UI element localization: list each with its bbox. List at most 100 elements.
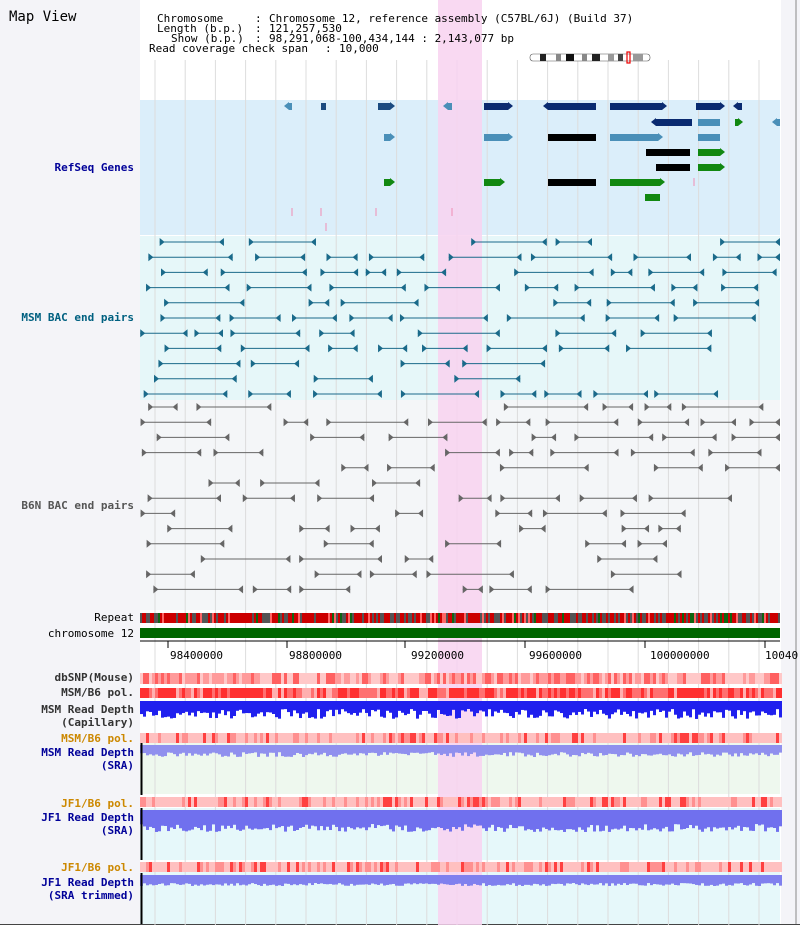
read-depth-bar	[203, 875, 206, 886]
heat-cell	[362, 673, 365, 684]
bac-end-marker	[775, 253, 780, 262]
heat-cell	[257, 733, 260, 743]
read-depth-bar	[425, 810, 428, 831]
track-label-jf1-read-depth-sra[interactable]: JF1 Read Depth	[41, 811, 134, 824]
track-label-b6n-bac-end-pairs[interactable]: B6N BAC end pairs	[21, 499, 134, 512]
track-label-repeat[interactable]: Repeat	[94, 611, 134, 624]
heat-cell	[404, 688, 407, 698]
heat-cell	[701, 797, 704, 807]
heat-cell	[530, 688, 533, 698]
repeat-element	[718, 613, 720, 623]
track-label-refseq-genes[interactable]: RefSeq Genes	[54, 161, 134, 174]
heat-cell	[512, 673, 515, 684]
read-depth-bar	[455, 810, 458, 830]
read-depth-bar	[173, 810, 176, 829]
repeat-element	[616, 613, 618, 623]
repeat-element	[338, 613, 340, 623]
track-label-msm-read-depth-sra[interactable]: MSM Read Depth	[41, 746, 134, 759]
track-label-jf1-b6-pol[interactable]: JF1/B6 pol.	[61, 797, 134, 810]
read-depth-bar	[737, 875, 740, 884]
read-depth-bar	[626, 875, 629, 886]
read-depth-bar	[557, 875, 560, 884]
track-label-msm-b6-pol-2[interactable]: MSM/B6 pol.	[61, 732, 134, 745]
heat-cell	[581, 688, 584, 698]
heat-cell	[677, 862, 680, 872]
read-depth-bar	[332, 745, 335, 757]
bac-end-marker	[775, 463, 780, 472]
heat-cell	[146, 733, 149, 743]
bac-end-marker	[424, 283, 430, 292]
bac-end-marker	[352, 344, 358, 353]
bac-end-marker	[494, 448, 500, 457]
repeat-element	[568, 613, 570, 623]
repeat-element	[456, 613, 458, 623]
heat-cell	[404, 673, 407, 684]
read-depth-bar	[749, 875, 752, 885]
read-depth-bar	[239, 701, 242, 710]
read-depth-bar	[506, 810, 509, 829]
track-label-jf1-read-depth-trimmed[interactable]: JF1 Read Depth	[41, 876, 134, 889]
read-depth-bar	[437, 745, 440, 754]
bac-end-marker	[500, 494, 506, 503]
heat-cell	[515, 733, 518, 743]
track-label-msm-bac-end-pairs[interactable]: MSM BAC end pairs	[21, 311, 134, 324]
heat-cell	[185, 862, 188, 872]
track-label-dbsnp[interactable]: dbSNP(Mouse)	[54, 671, 134, 684]
heat-cell	[467, 673, 470, 684]
heat-cell	[455, 862, 458, 872]
heat-cell	[209, 862, 212, 872]
bac-end-marker	[299, 524, 305, 533]
read-depth-bar	[638, 701, 641, 713]
track-label-jf1-b6-pol-2[interactable]: JF1/B6 pol.	[61, 861, 134, 874]
read-depth-bar	[383, 745, 386, 753]
heat-cell	[539, 797, 542, 807]
read-depth-bar	[215, 745, 218, 754]
heat-cell	[635, 862, 638, 872]
heat-cell	[635, 733, 638, 743]
bac-end-marker	[551, 433, 557, 442]
read-depth-bar	[224, 701, 227, 716]
heat-cell	[230, 733, 233, 743]
heat-cell	[689, 862, 692, 872]
bac-end-marker	[756, 448, 762, 457]
heat-cell	[524, 673, 527, 684]
bac-end-marker	[367, 374, 373, 383]
repeat-element	[652, 613, 654, 623]
read-depth-bar	[326, 810, 329, 827]
repeat-element	[740, 613, 742, 623]
bac-end-marker	[500, 390, 506, 398]
track-label-chromosome[interactable]: chromosome 12	[47, 627, 134, 640]
heat-cell	[392, 673, 395, 684]
heat-cell	[593, 797, 596, 807]
track-label-msm-b6-pol[interactable]: MSM/B6 pol.	[61, 686, 134, 699]
heat-cell	[254, 673, 257, 684]
track-label-msm-read-depth-capillary[interactable]: MSM Read Depth	[41, 703, 134, 716]
heat-cell	[656, 688, 659, 698]
gene-exon	[484, 179, 500, 186]
read-depth-bar	[554, 875, 557, 885]
read-depth-bar	[479, 810, 482, 826]
gene-exon	[484, 134, 508, 141]
heat-cell	[566, 673, 569, 684]
repeat-element	[198, 613, 200, 623]
heat-cell	[638, 862, 641, 872]
heat-cell	[707, 673, 710, 684]
read-depth-bar	[251, 745, 254, 754]
bac-end-marker	[630, 448, 636, 457]
repeat-element	[600, 613, 602, 623]
repeat-element	[266, 613, 268, 623]
bac-end-marker	[306, 283, 312, 292]
heat-cell	[371, 688, 374, 698]
repeat-element	[524, 613, 526, 623]
read-depth-bar	[593, 701, 596, 712]
read-depth-bar	[323, 701, 326, 717]
read-depth-bar	[185, 745, 188, 756]
bac-end-marker	[314, 570, 320, 579]
heat-cell	[245, 862, 248, 872]
read-depth-bar	[626, 745, 629, 753]
read-depth-bar	[638, 810, 641, 829]
read-depth-bar	[740, 810, 743, 831]
heat-cell	[269, 797, 272, 807]
heat-cell	[479, 688, 482, 698]
